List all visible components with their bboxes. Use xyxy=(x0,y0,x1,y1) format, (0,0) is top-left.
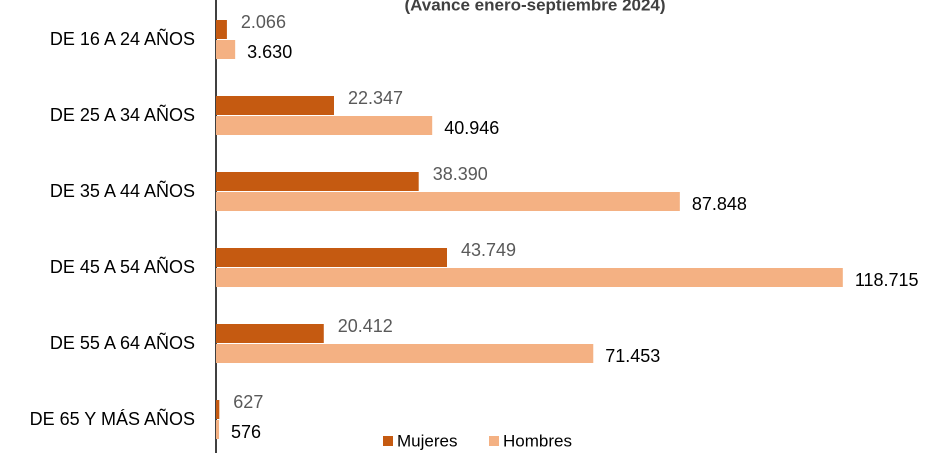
legend-label: Mujeres xyxy=(397,431,457,450)
value-label: 118.715 xyxy=(855,270,919,290)
bar xyxy=(216,400,220,419)
category-label: DE 25 A 34 AÑOS xyxy=(50,104,195,125)
bar xyxy=(216,40,236,59)
bar xyxy=(216,268,843,287)
value-label: 3.630 xyxy=(247,42,292,62)
legend-swatch xyxy=(489,436,499,446)
bar xyxy=(216,324,324,343)
category-label: DE 45 A 54 AÑOS xyxy=(50,256,195,277)
bar xyxy=(216,344,594,363)
category-label: DE 16 A 24 AÑOS xyxy=(50,28,195,49)
value-label: 43.749 xyxy=(461,240,516,260)
value-label: 38.390 xyxy=(433,164,488,184)
value-label: 627 xyxy=(233,392,263,412)
bar xyxy=(216,172,419,191)
category-label: DE 65 Y MÁS AÑOS xyxy=(30,408,195,429)
value-label: 576 xyxy=(231,422,261,442)
value-label: 2.066 xyxy=(241,12,286,32)
bar xyxy=(216,20,227,39)
bar xyxy=(216,116,433,135)
chart-subtitle: (Avance enero-septiembre 2024) xyxy=(404,0,665,14)
bar xyxy=(216,192,680,211)
value-label: 71.453 xyxy=(605,346,660,366)
category-label: DE 55 A 64 AÑOS xyxy=(50,332,195,353)
bar xyxy=(216,96,334,115)
value-label: 20.412 xyxy=(338,316,393,336)
bar xyxy=(216,248,447,267)
legend-label: Hombres xyxy=(503,431,572,450)
bar xyxy=(216,420,220,439)
legend-swatch xyxy=(383,436,393,446)
value-label: 40.946 xyxy=(444,118,499,138)
value-label: 87.848 xyxy=(692,194,747,214)
category-label: DE 35 A 44 AÑOS xyxy=(50,180,195,201)
value-label: 22.347 xyxy=(348,88,403,108)
